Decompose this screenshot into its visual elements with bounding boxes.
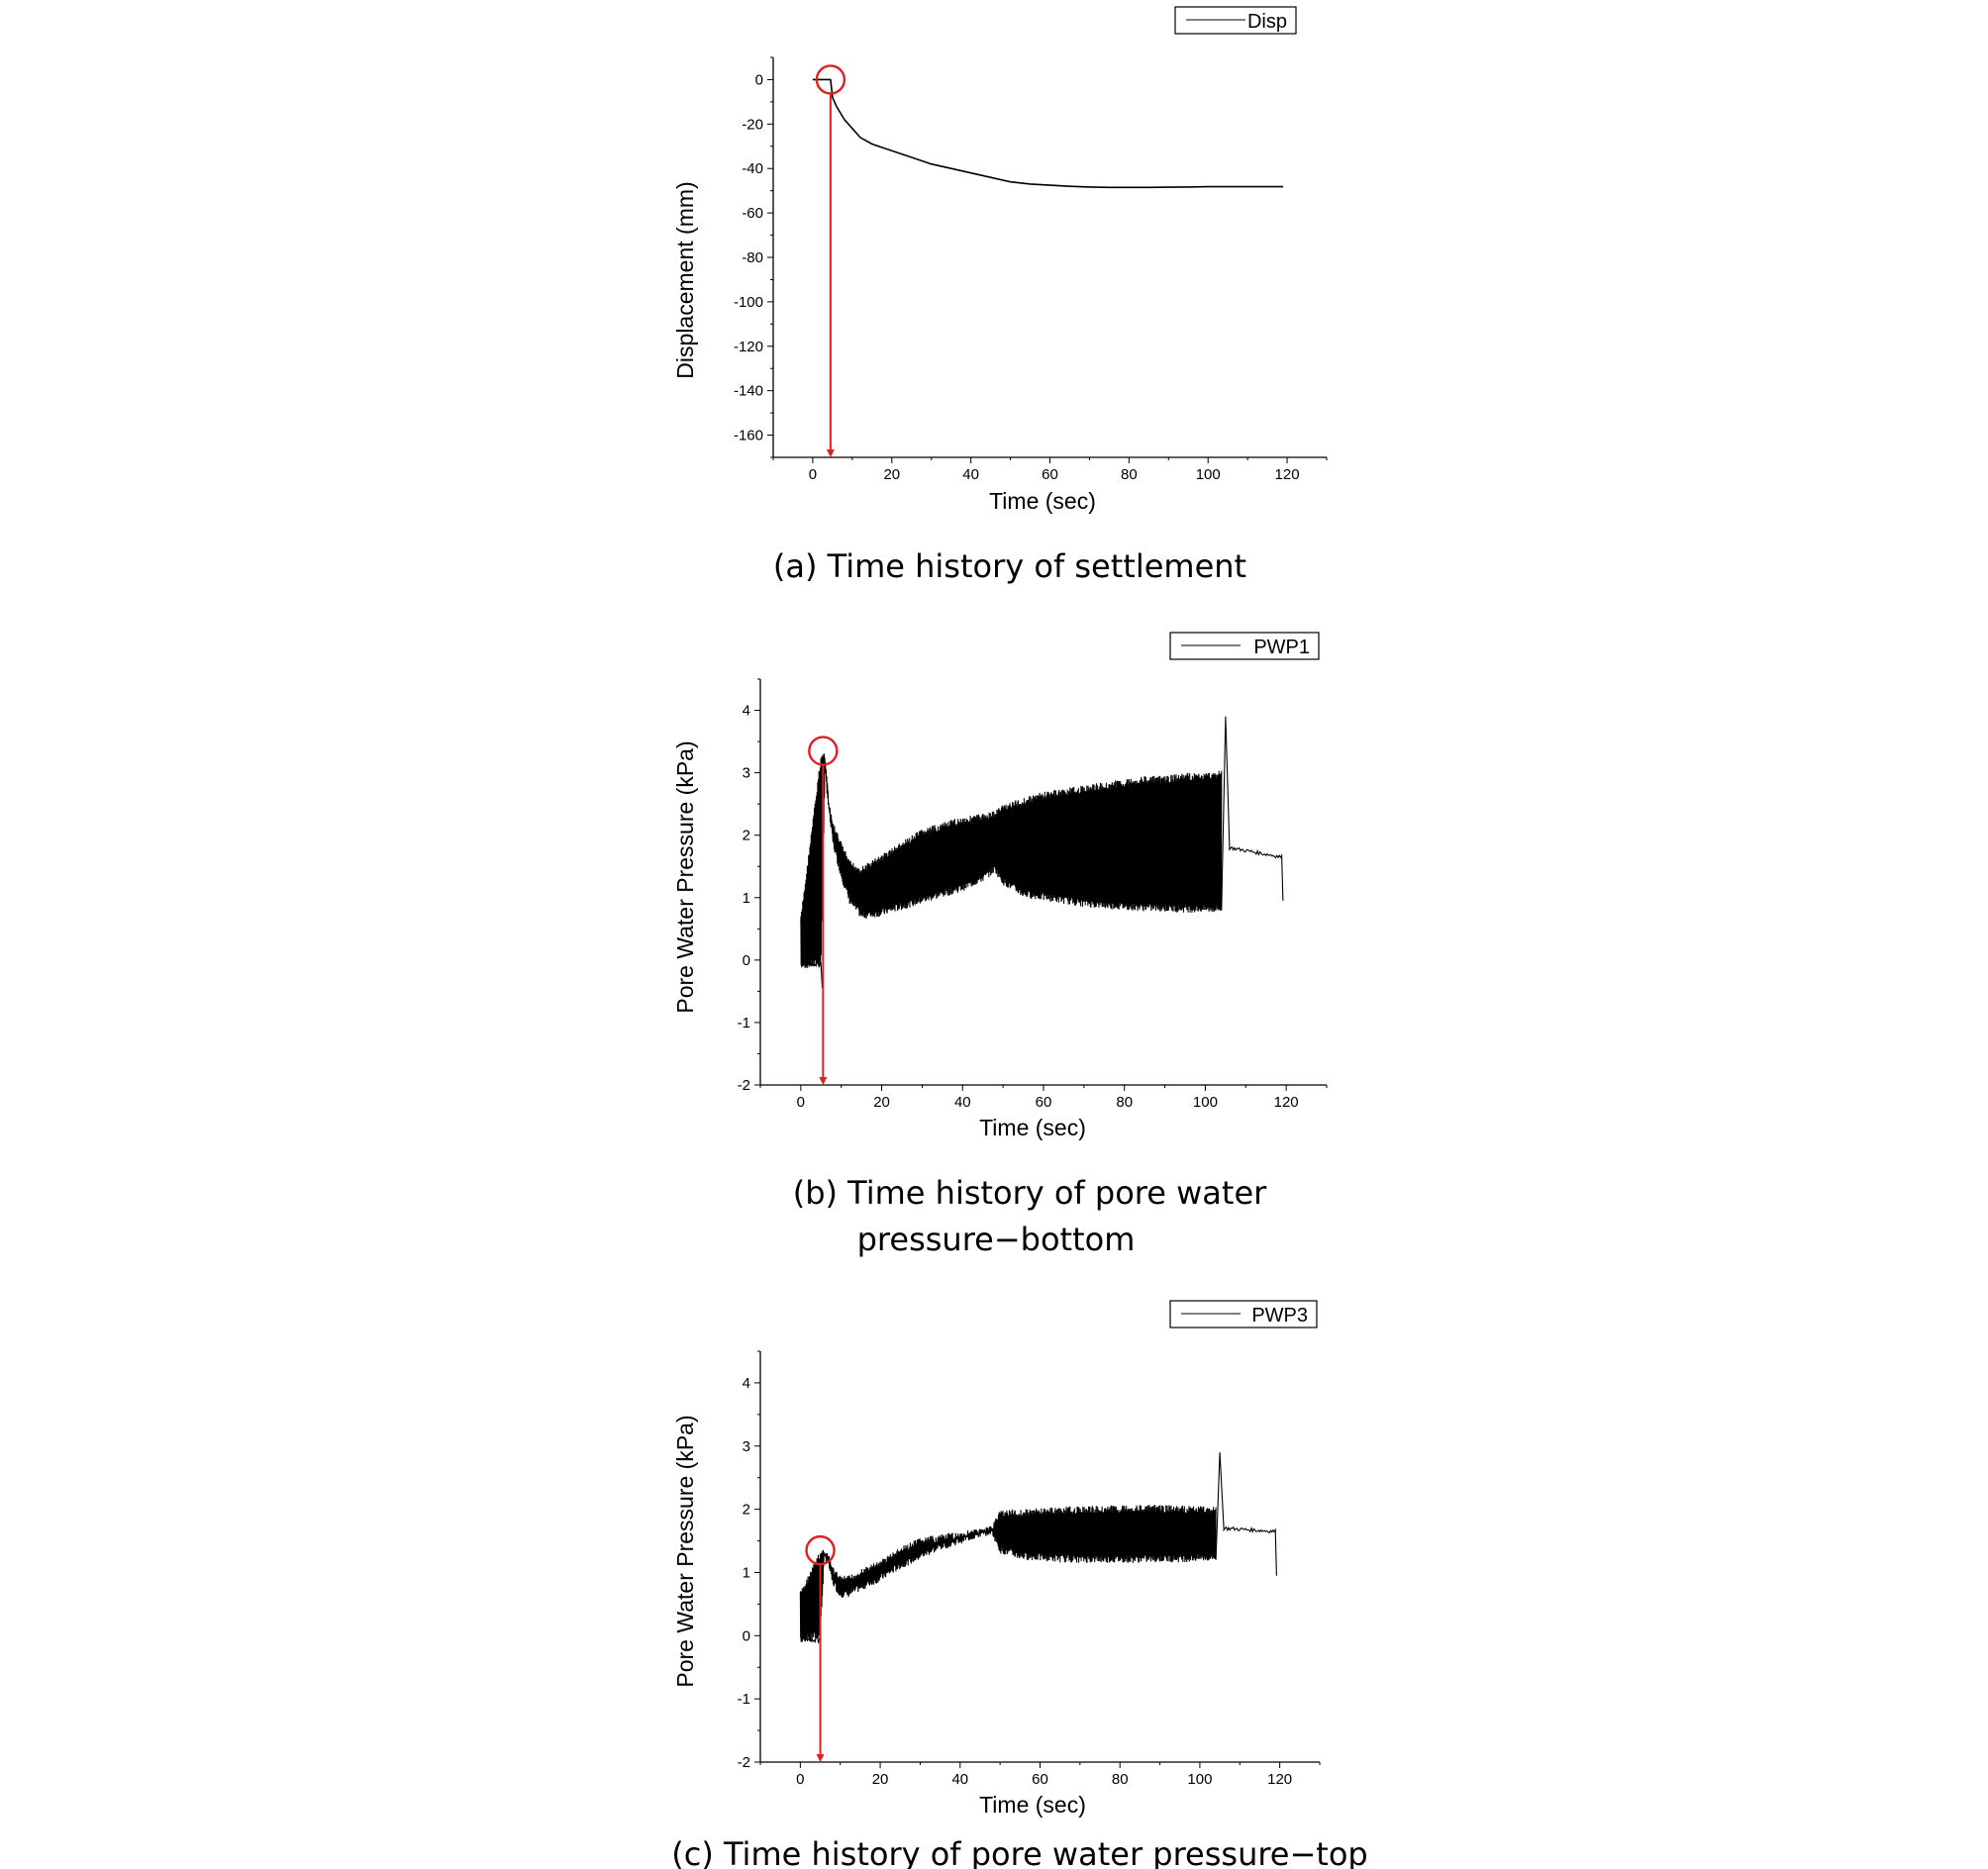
x-tick-label: 60 <box>1036 1094 1052 1111</box>
caption-line-1: (b) Time history of pore water <box>793 1174 1267 1212</box>
x-tick-label: 20 <box>872 1771 889 1788</box>
chart-pwp-top: 0 20 40 60 80 100 120 -2 -1 0 1 2 3 4 Time (sec) Pore… <box>671 1300 1368 1869</box>
x-axis-title: Time (sec) <box>989 488 1096 514</box>
y-axis-title: Pore Water Pressure (kPa) <box>672 1415 698 1687</box>
y-tick-label: -40 <box>742 160 763 177</box>
y-tick-label: -1 <box>738 1015 750 1032</box>
y-tick-label: -2 <box>738 1077 750 1094</box>
y-tick-label: 1 <box>743 1564 750 1581</box>
series-line-Disp <box>812 78 1284 189</box>
y-tick-label: 4 <box>743 1375 750 1392</box>
legend-label: Disp <box>1247 11 1287 33</box>
x-tick-label: 80 <box>1112 1771 1129 1788</box>
legend-label: PWP1 <box>1253 637 1310 658</box>
x-tick-label: 100 <box>1187 1771 1212 1788</box>
annotation-arrow-head <box>819 1077 828 1085</box>
y-tick-label: 0 <box>743 1627 750 1644</box>
chart-settlement: 0 20 40 60 80 100 120 0 -20 -40 -60 -80 -100 -120 -140… <box>672 6 1328 585</box>
y-tick-label: 4 <box>743 703 750 720</box>
x-tick-label: 40 <box>962 466 979 483</box>
y-tick-label: 1 <box>743 890 750 907</box>
y-tick-label: 2 <box>743 828 750 844</box>
annotation-arrow-head <box>826 449 835 457</box>
y-axis-title: Displacement (mm) <box>672 181 698 378</box>
y-tick-label: -2 <box>738 1754 750 1771</box>
x-tick-label: 120 <box>1274 1094 1299 1111</box>
y-tick-label: -120 <box>734 339 763 355</box>
x-tick-label: 40 <box>954 1094 971 1111</box>
caption: (c) Time history of pore water pressure−… <box>671 1835 1367 1869</box>
x-tick-label: 120 <box>1267 1771 1292 1788</box>
x-tick-label: 100 <box>1196 466 1221 483</box>
annotation-arrow-head <box>816 1754 825 1762</box>
y-tick-label: 0 <box>743 952 750 969</box>
y-tick-label: -100 <box>734 294 763 311</box>
x-axis-title: Time (sec) <box>979 1115 1086 1140</box>
chart-pwp-bottom: 0 20 40 60 80 100 120 -2 -1 0 1 2 3 4 Time (sec) Pore… <box>672 632 1328 1258</box>
y-axis-title: Pore Water Pressure (kPa) <box>672 740 698 1013</box>
series-tail-PWP1 <box>1221 716 1284 911</box>
x-tick-label: 20 <box>873 1094 890 1111</box>
legend: PWP3 <box>1169 1300 1318 1328</box>
series-start-PWP1 <box>800 916 824 989</box>
y-tick-label: -140 <box>734 383 763 400</box>
x-tick-label: 0 <box>809 466 817 483</box>
x-tick-label: 60 <box>1032 1771 1048 1788</box>
y-tick-label: 0 <box>755 71 763 88</box>
y-tick-label: 3 <box>743 765 750 782</box>
y-tick-label: -80 <box>742 249 763 266</box>
x-tick-label: 60 <box>1042 466 1058 483</box>
x-axis-title: Time (sec) <box>979 1792 1086 1818</box>
series-tail-PWP3 <box>1215 1452 1277 1576</box>
x-tick-label: 80 <box>1116 1094 1133 1111</box>
legend-label: PWP3 <box>1251 1305 1308 1327</box>
x-tick-label: 0 <box>797 1094 805 1111</box>
x-tick-label: 80 <box>1121 466 1138 483</box>
x-tick-label: 100 <box>1193 1094 1218 1111</box>
x-tick-label: 40 <box>951 1771 968 1788</box>
y-tick-label: 2 <box>743 1502 750 1519</box>
caption: (a) Time history of settlement <box>773 547 1246 585</box>
series-start-PWP3 <box>799 1591 822 1644</box>
y-tick-label: -60 <box>742 205 763 222</box>
caption-line-2: pressure−bottom <box>857 1221 1136 1258</box>
x-tick-label: 20 <box>883 466 900 483</box>
legend: Disp <box>1174 6 1297 35</box>
x-tick-label: 120 <box>1275 466 1300 483</box>
legend: PWP1 <box>1169 632 1320 660</box>
y-tick-label: -20 <box>742 116 763 133</box>
y-tick-label: 3 <box>743 1438 750 1455</box>
y-tick-label: -160 <box>734 428 763 444</box>
x-tick-label: 0 <box>796 1771 804 1788</box>
series-band-PWP1 <box>800 753 1223 969</box>
series-band-PWP3 <box>799 1505 1217 1641</box>
y-tick-label: -1 <box>738 1691 750 1708</box>
